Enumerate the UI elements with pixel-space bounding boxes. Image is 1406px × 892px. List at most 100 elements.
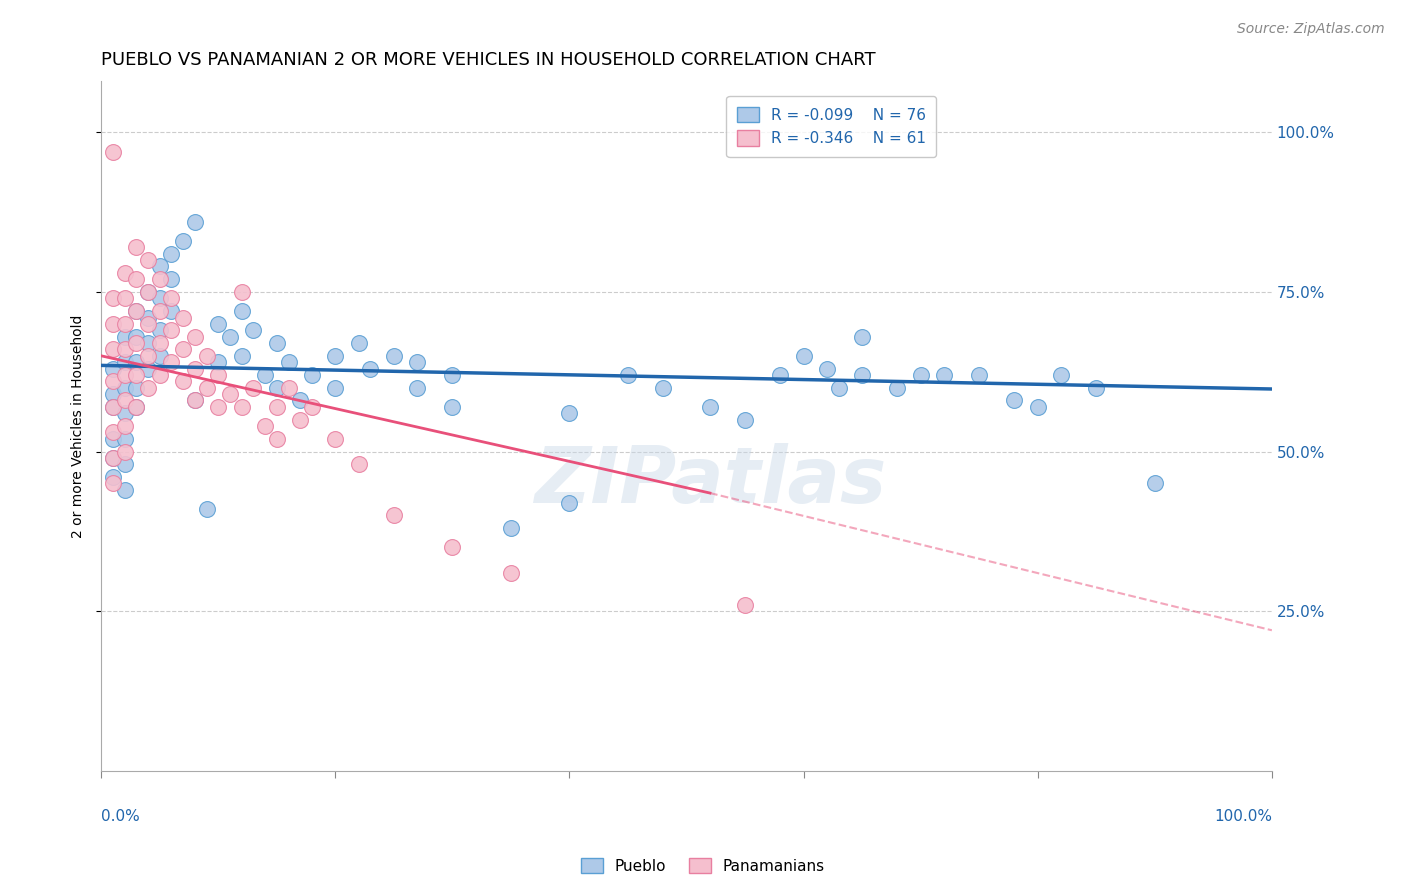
Point bbox=[149, 272, 172, 286]
Point bbox=[558, 495, 581, 509]
Point bbox=[195, 349, 218, 363]
Point bbox=[219, 329, 242, 343]
Point bbox=[114, 432, 136, 446]
Point bbox=[242, 381, 264, 395]
Point bbox=[125, 272, 148, 286]
Point bbox=[101, 361, 124, 376]
Point bbox=[266, 432, 288, 446]
Point bbox=[1143, 476, 1166, 491]
Point bbox=[114, 266, 136, 280]
Point bbox=[1026, 400, 1049, 414]
Point bbox=[125, 355, 148, 369]
Point bbox=[172, 343, 194, 357]
Point bbox=[231, 400, 253, 414]
Point bbox=[406, 381, 429, 395]
Point bbox=[114, 329, 136, 343]
Point bbox=[136, 381, 159, 395]
Point bbox=[184, 215, 207, 229]
Text: 100.0%: 100.0% bbox=[1213, 809, 1272, 823]
Point bbox=[290, 412, 312, 426]
Point bbox=[125, 304, 148, 318]
Point bbox=[195, 381, 218, 395]
Point bbox=[1085, 381, 1108, 395]
Point bbox=[114, 458, 136, 472]
Point bbox=[699, 400, 721, 414]
Point bbox=[886, 381, 908, 395]
Point bbox=[125, 400, 148, 414]
Point bbox=[114, 393, 136, 408]
Point bbox=[160, 355, 183, 369]
Point bbox=[101, 470, 124, 484]
Point bbox=[558, 406, 581, 420]
Point bbox=[231, 304, 253, 318]
Point bbox=[101, 291, 124, 305]
Point bbox=[160, 291, 183, 305]
Text: PUEBLO VS PANAMANIAN 2 OR MORE VEHICLES IN HOUSEHOLD CORRELATION CHART: PUEBLO VS PANAMANIAN 2 OR MORE VEHICLES … bbox=[101, 51, 876, 69]
Point bbox=[382, 508, 405, 523]
Point bbox=[136, 310, 159, 325]
Point bbox=[136, 317, 159, 331]
Point bbox=[851, 368, 873, 382]
Point bbox=[231, 349, 253, 363]
Point bbox=[114, 419, 136, 434]
Point bbox=[207, 317, 229, 331]
Point bbox=[125, 400, 148, 414]
Point bbox=[136, 361, 159, 376]
Point bbox=[101, 450, 124, 465]
Point bbox=[207, 368, 229, 382]
Point bbox=[136, 253, 159, 268]
Point bbox=[149, 368, 172, 382]
Point bbox=[967, 368, 990, 382]
Point bbox=[734, 412, 756, 426]
Point bbox=[277, 381, 299, 395]
Point bbox=[359, 361, 381, 376]
Y-axis label: 2 or more Vehicles in Household: 2 or more Vehicles in Household bbox=[72, 314, 86, 538]
Point bbox=[101, 476, 124, 491]
Point bbox=[101, 425, 124, 440]
Point bbox=[325, 432, 347, 446]
Point bbox=[254, 419, 277, 434]
Point bbox=[617, 368, 640, 382]
Point bbox=[301, 368, 323, 382]
Point bbox=[101, 375, 124, 389]
Point bbox=[301, 400, 323, 414]
Point bbox=[499, 566, 522, 580]
Point bbox=[160, 323, 183, 337]
Point bbox=[793, 349, 815, 363]
Point bbox=[184, 393, 207, 408]
Point bbox=[254, 368, 277, 382]
Point bbox=[149, 304, 172, 318]
Point bbox=[184, 393, 207, 408]
Legend: Pueblo, Panamanians: Pueblo, Panamanians bbox=[575, 852, 831, 880]
Text: 0.0%: 0.0% bbox=[101, 809, 141, 823]
Point bbox=[382, 349, 405, 363]
Point bbox=[136, 285, 159, 299]
Point bbox=[125, 336, 148, 351]
Point bbox=[101, 400, 124, 414]
Point bbox=[136, 336, 159, 351]
Point bbox=[114, 343, 136, 357]
Point bbox=[114, 444, 136, 458]
Point bbox=[441, 541, 464, 555]
Point bbox=[114, 355, 136, 369]
Point bbox=[1050, 368, 1073, 382]
Point bbox=[219, 387, 242, 401]
Point bbox=[290, 393, 312, 408]
Point bbox=[125, 381, 148, 395]
Point bbox=[184, 361, 207, 376]
Point bbox=[149, 349, 172, 363]
Point bbox=[347, 458, 370, 472]
Point bbox=[101, 317, 124, 331]
Point bbox=[149, 260, 172, 274]
Point bbox=[325, 349, 347, 363]
Point bbox=[114, 368, 136, 382]
Point bbox=[114, 381, 136, 395]
Point bbox=[441, 368, 464, 382]
Point bbox=[136, 285, 159, 299]
Point bbox=[851, 329, 873, 343]
Point bbox=[207, 355, 229, 369]
Point bbox=[815, 361, 838, 376]
Point bbox=[266, 336, 288, 351]
Point bbox=[406, 355, 429, 369]
Point bbox=[101, 343, 124, 357]
